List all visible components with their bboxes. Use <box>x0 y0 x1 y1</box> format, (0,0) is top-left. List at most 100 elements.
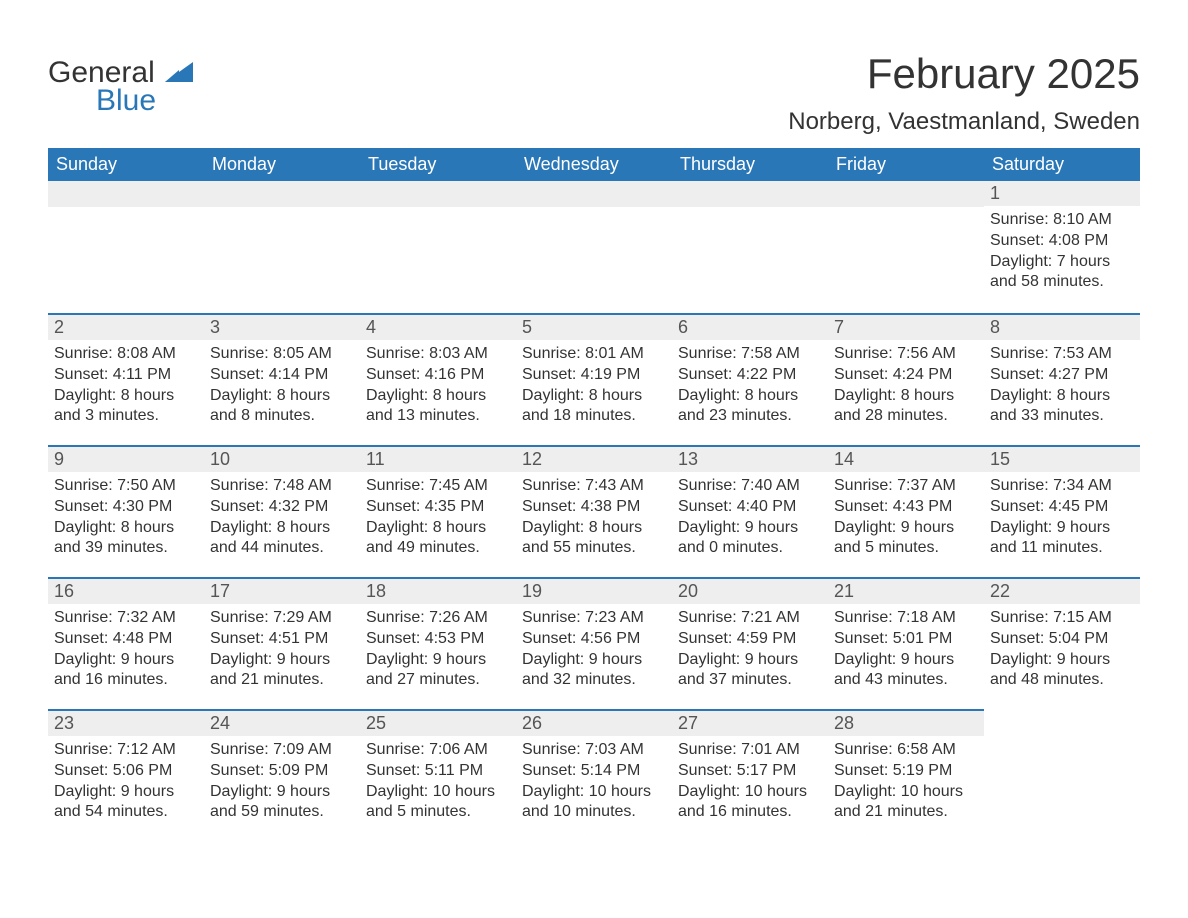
day-number: 6 <box>672 313 828 340</box>
sunset-line: Sunset: 4:19 PM <box>522 365 666 386</box>
day-number: 9 <box>48 445 204 472</box>
sunrise-line: Sunrise: 7:34 AM <box>990 476 1134 497</box>
day-number: 15 <box>984 445 1140 472</box>
daylight-line-1: Daylight: 9 hours <box>210 650 354 671</box>
sunrise-line: Sunrise: 8:03 AM <box>366 344 510 365</box>
day-body: Sunrise: 7:06 AMSunset: 5:11 PMDaylight:… <box>360 736 516 827</box>
daylight-line-2: and 5 minutes. <box>834 538 978 559</box>
sunset-line: Sunset: 5:04 PM <box>990 629 1134 650</box>
daylight-line-2: and 13 minutes. <box>366 406 510 427</box>
sunset-line: Sunset: 4:43 PM <box>834 497 978 518</box>
sunrise-line: Sunrise: 7:45 AM <box>366 476 510 497</box>
sunrise-line: Sunrise: 7:21 AM <box>678 608 822 629</box>
daylight-line-1: Daylight: 9 hours <box>54 650 198 671</box>
calendar-day-cell: 8Sunrise: 7:53 AMSunset: 4:27 PMDaylight… <box>984 313 1140 445</box>
day-number: 7 <box>828 313 984 340</box>
daylight-line-1: Daylight: 9 hours <box>210 782 354 803</box>
calendar-day-cell: 25Sunrise: 7:06 AMSunset: 5:11 PMDayligh… <box>360 709 516 841</box>
calendar-day-cell: 10Sunrise: 7:48 AMSunset: 4:32 PMDayligh… <box>204 445 360 577</box>
sunset-line: Sunset: 4:56 PM <box>522 629 666 650</box>
calendar-day-cell: 15Sunrise: 7:34 AMSunset: 4:45 PMDayligh… <box>984 445 1140 577</box>
day-number: 21 <box>828 577 984 604</box>
calendar-day-cell <box>828 181 984 313</box>
calendar-day-cell: 23Sunrise: 7:12 AMSunset: 5:06 PMDayligh… <box>48 709 204 841</box>
sunrise-line: Sunrise: 7:03 AM <box>522 740 666 761</box>
sunrise-line: Sunrise: 8:10 AM <box>990 210 1134 231</box>
daylight-line-1: Daylight: 8 hours <box>990 386 1134 407</box>
daylight-line-1: Daylight: 8 hours <box>210 518 354 539</box>
calendar-day-cell: 20Sunrise: 7:21 AMSunset: 4:59 PMDayligh… <box>672 577 828 709</box>
day-body: Sunrise: 7:50 AMSunset: 4:30 PMDaylight:… <box>48 472 204 563</box>
sunrise-line: Sunrise: 7:48 AM <box>210 476 354 497</box>
day-number: 11 <box>360 445 516 472</box>
calendar-day-cell: 17Sunrise: 7:29 AMSunset: 4:51 PMDayligh… <box>204 577 360 709</box>
calendar-day-cell <box>516 181 672 313</box>
calendar-day-cell: 1 Sunrise: 8:10 AMSunset: 4:08 PMDaylight… <box>984 181 1140 313</box>
day-number: 3 <box>204 313 360 340</box>
daylight-line-2: and 39 minutes. <box>54 538 198 559</box>
day-body: Sunrise: 7:21 AMSunset: 4:59 PMDaylight:… <box>672 604 828 695</box>
sunrise-line: Sunrise: 7:12 AM <box>54 740 198 761</box>
daylight-line-2: and 43 minutes. <box>834 670 978 691</box>
day-number: 16 <box>48 577 204 604</box>
daylight-line-2: and 54 minutes. <box>54 802 198 823</box>
day-body: Sunrise: 7:03 AMSunset: 5:14 PMDaylight:… <box>516 736 672 827</box>
page-title: February 2025 <box>788 50 1140 98</box>
sunset-line: Sunset: 4:51 PM <box>210 629 354 650</box>
calendar-week-row: 1 Sunrise: 8:10 AMSunset: 4:08 PMDaylight… <box>48 181 1140 313</box>
calendar-day-cell: 11Sunrise: 7:45 AMSunset: 4:35 PMDayligh… <box>360 445 516 577</box>
day-number: 17 <box>204 577 360 604</box>
sunrise-line: Sunrise: 7:32 AM <box>54 608 198 629</box>
sunset-line: Sunset: 4:38 PM <box>522 497 666 518</box>
daylight-line-2: and 3 minutes. <box>54 406 198 427</box>
sunset-line: Sunset: 5:09 PM <box>210 761 354 782</box>
calendar-day-cell <box>984 709 1140 841</box>
sunset-line: Sunset: 5:17 PM <box>678 761 822 782</box>
sunrise-line: Sunrise: 7:43 AM <box>522 476 666 497</box>
daylight-line-1: Daylight: 9 hours <box>366 650 510 671</box>
day-number: 4 <box>360 313 516 340</box>
day-body: Sunrise: 7:32 AMSunset: 4:48 PMDaylight:… <box>48 604 204 695</box>
weekday-header: Thursday <box>672 148 828 181</box>
daylight-line-2: and 32 minutes. <box>522 670 666 691</box>
sunrise-line: Sunrise: 7:58 AM <box>678 344 822 365</box>
daylight-line-2: and 16 minutes. <box>678 802 822 823</box>
daylight-line-1: Daylight: 9 hours <box>54 782 198 803</box>
day-body: Sunrise: 8:03 AMSunset: 4:16 PMDaylight:… <box>360 340 516 431</box>
daylight-line-1: Daylight: 9 hours <box>522 650 666 671</box>
calendar-week-row: 2Sunrise: 8:08 AMSunset: 4:11 PMDaylight… <box>48 313 1140 445</box>
sunrise-line: Sunrise: 7:56 AM <box>834 344 978 365</box>
daylight-line-1: Daylight: 8 hours <box>522 518 666 539</box>
day-body: Sunrise: 7:40 AMSunset: 4:40 PMDaylight:… <box>672 472 828 563</box>
sunset-line: Sunset: 4:27 PM <box>990 365 1134 386</box>
daylight-line-1: Daylight: 9 hours <box>990 518 1134 539</box>
daylight-line-1: Daylight: 8 hours <box>678 386 822 407</box>
day-number: 2 <box>48 313 204 340</box>
sunset-line: Sunset: 5:19 PM <box>834 761 978 782</box>
sunset-line: Sunset: 4:08 PM <box>990 231 1134 252</box>
sunset-line: Sunset: 5:06 PM <box>54 761 198 782</box>
calendar-day-cell: 7Sunrise: 7:56 AMSunset: 4:24 PMDaylight… <box>828 313 984 445</box>
day-number: 10 <box>204 445 360 472</box>
day-number: 1 <box>984 181 1140 206</box>
daylight-line-1: Daylight: 7 hours <box>990 252 1134 273</box>
empty-daynum <box>828 181 984 207</box>
daylight-line-1: Daylight: 9 hours <box>990 650 1134 671</box>
weekday-header: Tuesday <box>360 148 516 181</box>
day-body: Sunrise: 7:43 AMSunset: 4:38 PMDaylight:… <box>516 472 672 563</box>
calendar-day-cell: 12Sunrise: 7:43 AMSunset: 4:38 PMDayligh… <box>516 445 672 577</box>
calendar-day-cell: 24Sunrise: 7:09 AMSunset: 5:09 PMDayligh… <box>204 709 360 841</box>
weekday-header: Saturday <box>984 148 1140 181</box>
daylight-line-2: and 11 minutes. <box>990 538 1134 559</box>
day-body: Sunrise: 7:23 AMSunset: 4:56 PMDaylight:… <box>516 604 672 695</box>
day-body: Sunrise: 7:56 AMSunset: 4:24 PMDaylight:… <box>828 340 984 431</box>
daylight-line-1: Daylight: 10 hours <box>834 782 978 803</box>
day-body: Sunrise: 7:29 AMSunset: 4:51 PMDaylight:… <box>204 604 360 695</box>
daylight-line-1: Daylight: 8 hours <box>366 518 510 539</box>
sunset-line: Sunset: 5:01 PM <box>834 629 978 650</box>
sunrise-line: Sunrise: 7:26 AM <box>366 608 510 629</box>
day-body: Sunrise: 7:37 AMSunset: 4:43 PMDaylight:… <box>828 472 984 563</box>
daylight-line-1: Daylight: 8 hours <box>834 386 978 407</box>
sunrise-line: Sunrise: 8:08 AM <box>54 344 198 365</box>
calendar-day-cell: 9Sunrise: 7:50 AMSunset: 4:30 PMDaylight… <box>48 445 204 577</box>
